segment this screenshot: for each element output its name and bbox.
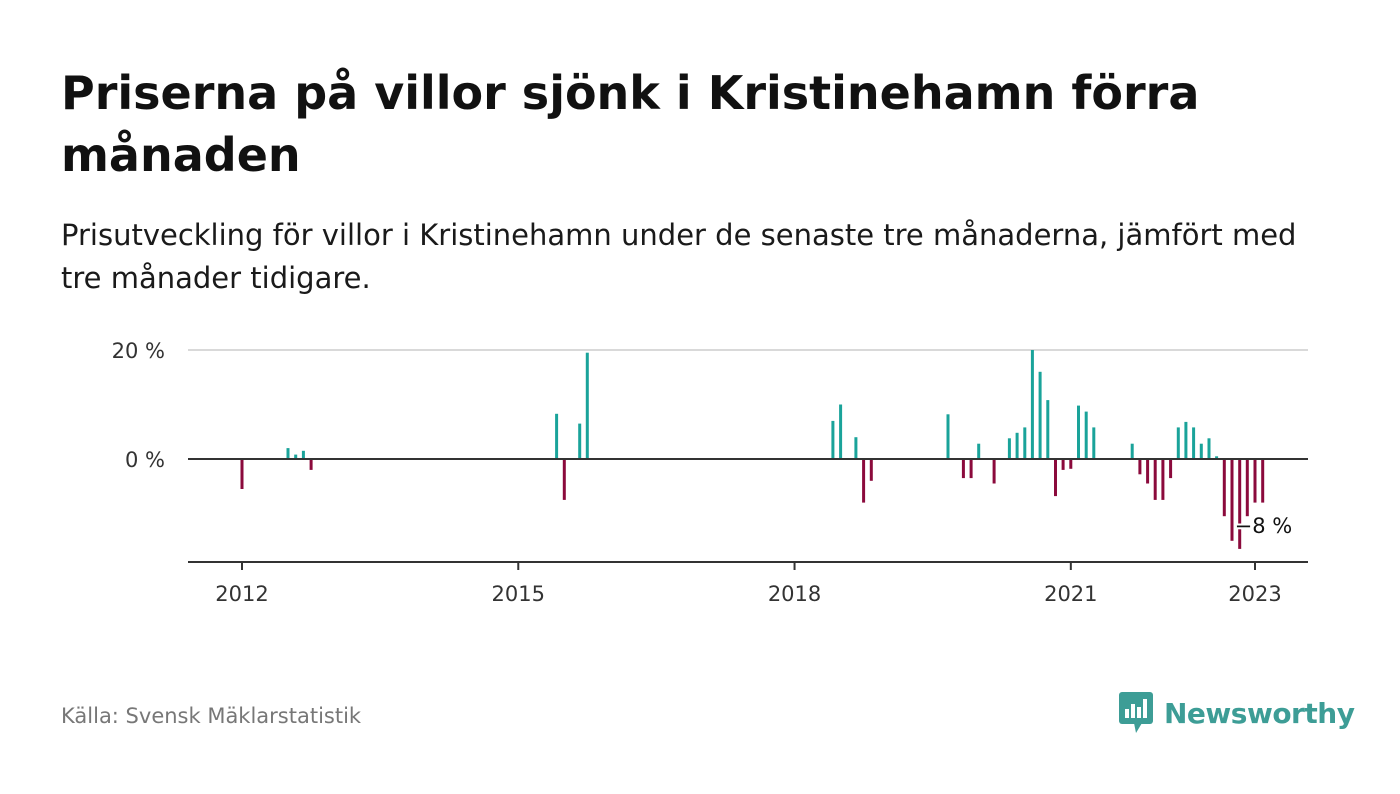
bar xyxy=(585,352,589,459)
bar xyxy=(1054,459,1057,497)
chart-title: Priserna på villor sjönk i Kristinehamn … xyxy=(61,66,1200,182)
bar xyxy=(1153,459,1157,500)
bar xyxy=(301,450,305,459)
bar xyxy=(1130,443,1134,459)
bar xyxy=(555,413,559,459)
bar xyxy=(1069,459,1073,469)
bar xyxy=(1077,405,1080,459)
bar xyxy=(854,437,858,459)
bar xyxy=(961,459,965,479)
chart-subtitle: Prisutveckling för villor i Kristinehamn… xyxy=(61,218,1297,295)
bar xyxy=(862,459,866,503)
x-tick-label: 2012 xyxy=(215,582,268,606)
bar xyxy=(1199,443,1203,459)
bar xyxy=(1092,427,1096,459)
bar xyxy=(839,404,843,459)
last-value-annotation: −8 % xyxy=(1235,514,1293,538)
bar xyxy=(1207,438,1211,459)
bar xyxy=(578,423,582,459)
bar xyxy=(1245,459,1249,517)
bar xyxy=(1176,427,1180,459)
bar xyxy=(1030,350,1034,459)
bar xyxy=(1138,459,1142,475)
x-tick-label: 2023 xyxy=(1228,582,1281,606)
bar xyxy=(977,443,981,459)
bar xyxy=(1061,459,1065,470)
bar xyxy=(1046,400,1050,459)
bar xyxy=(1184,421,1188,459)
newsworthy-logo-icon xyxy=(1119,692,1153,733)
bar xyxy=(1084,411,1088,459)
bar xyxy=(1238,459,1242,549)
y-tick-label: 0 % xyxy=(125,448,165,472)
bar xyxy=(1230,459,1234,541)
y-tick-label: 20 % xyxy=(112,339,165,363)
bar xyxy=(831,420,835,459)
bar xyxy=(309,459,313,470)
bar xyxy=(286,448,290,459)
x-tick-label: 2015 xyxy=(492,582,545,606)
bar xyxy=(1169,459,1173,479)
bar xyxy=(969,459,973,479)
bar xyxy=(1215,456,1219,459)
bar xyxy=(946,414,950,459)
bar xyxy=(294,454,298,459)
bar xyxy=(1023,427,1027,459)
bar xyxy=(1007,438,1011,459)
bar xyxy=(1253,459,1257,503)
bar xyxy=(240,459,244,489)
bar xyxy=(1146,459,1150,484)
bar xyxy=(869,459,873,481)
x-tick-label: 2021 xyxy=(1044,582,1097,606)
bar xyxy=(1015,432,1019,459)
bar xyxy=(562,459,566,500)
source-note: Källa: Svensk Mäklarstatistik xyxy=(61,704,362,728)
bar xyxy=(992,459,996,484)
bar xyxy=(1222,459,1226,517)
bar xyxy=(1038,371,1042,459)
newsworthy-logo[interactable]: Newsworthy xyxy=(1118,690,1355,736)
bar xyxy=(1261,459,1265,503)
x-tick-label: 2018 xyxy=(768,582,821,606)
brand-name: Newsworthy xyxy=(1164,696,1355,730)
bar xyxy=(1192,427,1196,459)
bar xyxy=(1161,459,1165,500)
